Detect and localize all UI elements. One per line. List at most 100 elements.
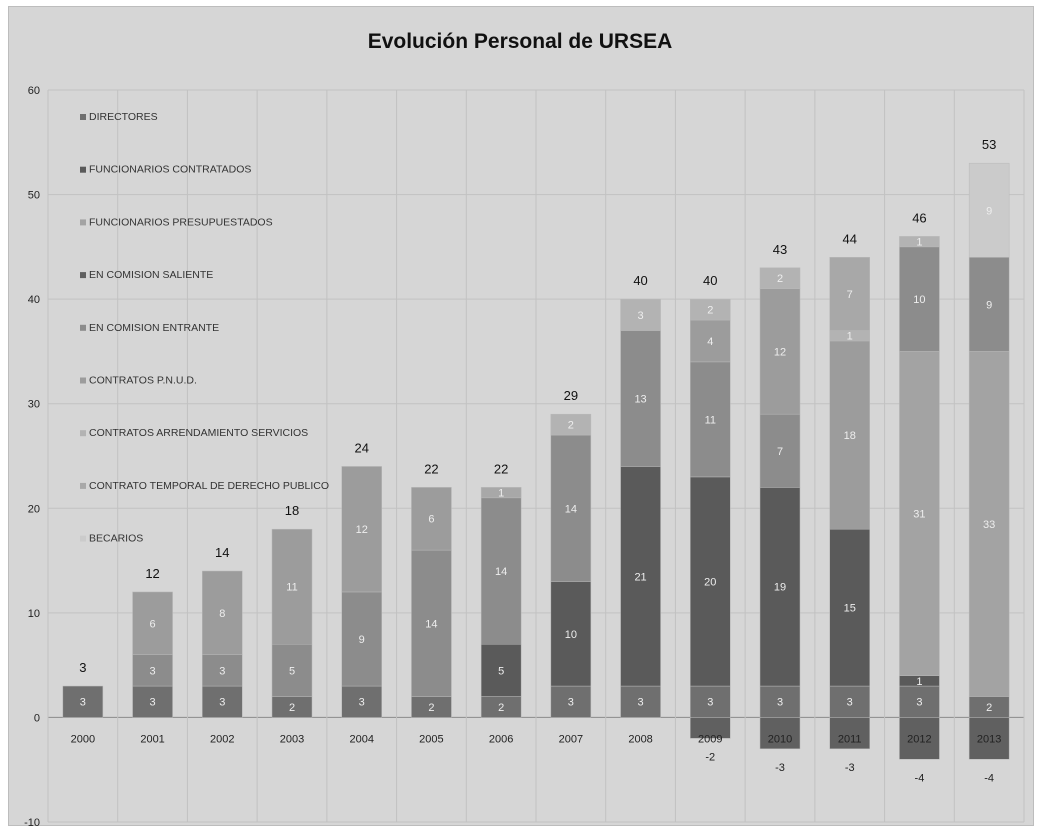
bar-segment [899, 236, 940, 248]
data-label: 15 [844, 603, 856, 615]
data-label: 3 [638, 310, 644, 322]
x-tick-label: 2002 [210, 733, 234, 745]
data-label: 3 [219, 697, 225, 709]
data-label: 12 [774, 346, 786, 358]
data-label: 3 [777, 697, 783, 709]
y-tick-label: 50 [28, 190, 40, 202]
y-tick-label: 10 [28, 608, 40, 620]
legend-label: CONTRATOS P.N.U.D. [89, 375, 197, 387]
total-label: 43 [773, 242, 787, 257]
data-label: 2 [289, 702, 295, 714]
bar-segment [480, 487, 522, 499]
data-label: -3 [775, 762, 785, 774]
data-label: 9 [359, 634, 365, 646]
total-label: 3 [79, 660, 86, 675]
legend: DIRECTORES FUNCIONARIOS CONTRATADOS FUNCIO… [80, 111, 329, 545]
bar-segment [620, 466, 661, 687]
bar-segment [829, 685, 870, 718]
total-label: 22 [424, 461, 438, 476]
bar-segment [899, 685, 940, 718]
bar-segment [759, 717, 801, 750]
data-label: 8 [219, 608, 225, 620]
bar-segment [690, 298, 731, 321]
bar-segment [132, 591, 173, 655]
y-tick-label: 30 [28, 399, 40, 411]
legend-label: DIRECTORES [89, 111, 158, 123]
legend-swatch [80, 535, 86, 542]
data-label: 14 [495, 566, 507, 578]
bar-segment [829, 257, 870, 331]
x-tick-label: 2003 [280, 733, 304, 745]
total-label: 22 [494, 461, 508, 476]
bar-segment [271, 643, 313, 697]
x-tick-label: 2005 [419, 733, 443, 745]
legend-swatch [80, 377, 86, 384]
bar-segment [620, 298, 661, 331]
bar-segment [341, 466, 382, 593]
data-label: 3 [150, 665, 156, 677]
data-label: 2 [986, 702, 992, 714]
y-tick-label: 40 [28, 294, 40, 306]
data-label: 3 [359, 697, 365, 709]
total-label: 40 [703, 273, 717, 288]
data-label: 1 [916, 237, 922, 249]
data-label: 3 [847, 697, 853, 709]
bar-segment [690, 319, 731, 363]
legend-label: BECARIOS [89, 533, 143, 545]
bar-segment [550, 685, 592, 718]
bar-segment [411, 549, 452, 697]
data-label: 33 [983, 519, 995, 531]
data-label: 12 [356, 524, 368, 536]
axes: -10 0 10 20 30 40 50 60 2000 2001 2002 2003 2004 2005… [24, 85, 1001, 829]
x-tick-label: 2006 [489, 733, 513, 745]
bar-segment [759, 685, 801, 718]
bar-segment [899, 351, 940, 676]
bar-segment [620, 685, 661, 718]
data-label: -4 [984, 772, 994, 784]
gridlines [47, 89, 1025, 823]
bar-segment [132, 685, 173, 718]
legend-label: EN COMISION ENTRANTE [89, 322, 219, 334]
data-label: 10 [565, 629, 577, 641]
bar-segment [759, 288, 801, 415]
data-label: 5 [498, 665, 504, 677]
bar-segment [759, 413, 801, 488]
data-label: 19 [774, 582, 786, 594]
x-tick-label: 2009 [698, 733, 722, 745]
data-label: 2 [428, 702, 434, 714]
total-label: 46 [912, 210, 926, 225]
total-label: 29 [564, 388, 578, 403]
bar-segment [132, 654, 173, 687]
y-tick-label: 20 [28, 503, 40, 515]
bar-segment [411, 487, 452, 551]
y-tick-label: 0 [34, 712, 40, 724]
legend-label: EN COMISION SALIENTE [89, 269, 213, 281]
data-label: 2 [777, 273, 783, 285]
bar-segment [480, 497, 522, 645]
bar-segment [690, 476, 731, 687]
x-tick-label: 2010 [768, 733, 792, 745]
bars [62, 162, 1010, 760]
bar-segment [271, 528, 313, 645]
data-label: 14 [425, 618, 437, 630]
bar-segment [829, 340, 870, 530]
legend-label: CONTRATOS ARRENDAMIENTO SERVICIOS [89, 427, 308, 439]
data-label: -4 [915, 772, 925, 784]
data-label: 31 [913, 509, 925, 521]
bar-segment [62, 685, 104, 718]
data-label: 1 [847, 331, 853, 343]
chart-title: Evolución Personal de URSEA [367, 30, 673, 53]
bar-segment [202, 654, 243, 687]
data-label: 2 [568, 420, 574, 432]
data-label: 21 [634, 571, 646, 583]
bar-segment [829, 528, 870, 687]
bar-segment [690, 361, 731, 478]
data-label: -3 [845, 762, 855, 774]
bar-segment [759, 487, 801, 687]
data-label: 3 [219, 665, 225, 677]
bar-segment [690, 717, 731, 739]
x-tick-label: 2001 [140, 733, 164, 745]
x-tick-label: 2011 [838, 733, 862, 745]
total-label: 12 [145, 566, 159, 581]
bar-segment [899, 246, 940, 352]
